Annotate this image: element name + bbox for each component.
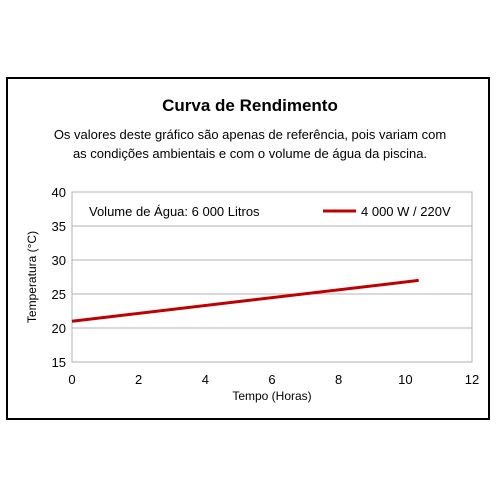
chart-title: Curva de Rendimento xyxy=(162,96,338,115)
chart-subtitle-line-1: Os valores deste gráfico são apenas de r… xyxy=(53,127,447,142)
plot-area xyxy=(71,191,473,363)
x-tick-label: 2 xyxy=(135,372,142,387)
series-line xyxy=(71,278,419,323)
y-tick-label: 35 xyxy=(52,219,66,234)
y-tick-label: 20 xyxy=(52,321,66,336)
x-axis-title: Tempo (Horas) xyxy=(232,389,311,403)
x-tick-label: 8 xyxy=(335,372,342,387)
y-tick-label: 40 xyxy=(52,185,66,200)
y-tick-label: 25 xyxy=(52,287,66,302)
x-tick-label: 4 xyxy=(202,372,209,387)
chart-annotation: Volume de Água: 6 000 Litros xyxy=(89,204,260,219)
y-axis-title: Temperatura (°C) xyxy=(25,231,39,323)
y-tick-label: 30 xyxy=(52,253,66,268)
x-tick-label: 10 xyxy=(398,372,412,387)
chart-frame xyxy=(6,77,490,420)
x-tick-label: 0 xyxy=(68,372,75,387)
legend-label: 4 000 W / 220V xyxy=(361,204,451,219)
x-tick-label: 6 xyxy=(268,372,275,387)
x-tick-label: 12 xyxy=(465,372,479,387)
chart-subtitle-line-2: as condições ambientais e com o volume d… xyxy=(72,146,428,161)
y-tick-label: 15 xyxy=(52,355,66,370)
